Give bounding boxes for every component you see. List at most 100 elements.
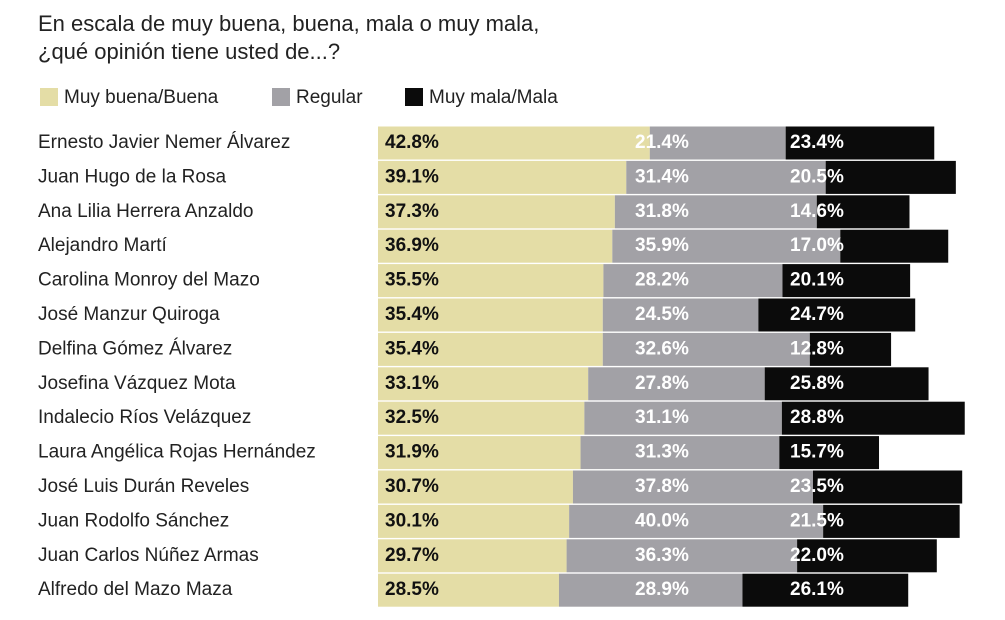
value-label: 36.9% <box>385 235 439 256</box>
value-label: 35.9% <box>635 235 689 256</box>
legend-swatch <box>40 88 58 106</box>
value-label: 21.4% <box>635 132 689 153</box>
value-label: 28.8% <box>790 407 844 428</box>
bar-segment <box>572 470 813 504</box>
bar-segment <box>823 504 960 538</box>
value-label: 35.4% <box>385 338 439 359</box>
bar-segment <box>603 264 783 298</box>
bar-segment <box>602 298 759 332</box>
bar-segment <box>649 126 786 160</box>
category-label: José Luis Durán Reveles <box>38 476 249 497</box>
bar-segment <box>378 126 650 160</box>
value-label: 31.8% <box>635 201 689 222</box>
bar-segment <box>378 195 615 229</box>
value-label: 12.8% <box>790 338 844 359</box>
bar-segment <box>378 160 627 194</box>
value-label: 24.5% <box>635 304 689 325</box>
bar-segment <box>602 332 810 366</box>
category-label: Alejandro Martí <box>38 235 168 256</box>
value-label: 31.1% <box>635 407 689 428</box>
value-label: 20.5% <box>790 166 844 187</box>
bar-segment <box>779 436 880 470</box>
bar-segment <box>580 436 780 470</box>
value-label: 28.2% <box>635 270 689 291</box>
category-label: Juan Carlos Núñez Armas <box>38 545 259 566</box>
value-label: 35.5% <box>385 270 439 291</box>
bar-segment <box>742 573 909 607</box>
value-label: 28.5% <box>385 579 439 600</box>
value-label: 15.7% <box>790 442 844 463</box>
bar-segment <box>378 573 559 607</box>
category-label: Josefina Vázquez Mota <box>38 373 236 394</box>
value-label: 24.7% <box>790 304 844 325</box>
bar-segment <box>614 195 817 229</box>
bar-segment <box>569 504 824 538</box>
value-label: 31.4% <box>635 166 689 187</box>
bar-segment <box>781 401 965 435</box>
value-label: 30.1% <box>385 510 439 531</box>
bar-segment <box>378 539 567 573</box>
category-label: Alfredo del Mazo Maza <box>38 579 233 600</box>
bar-segment <box>378 367 589 401</box>
bar-segment <box>809 332 892 366</box>
category-label: Juan Hugo de la Rosa <box>38 166 226 187</box>
category-label: José Manzur Quiroga <box>38 304 220 325</box>
value-label: 23.5% <box>790 476 844 497</box>
value-label: 26.1% <box>790 579 844 600</box>
value-label: 25.8% <box>790 373 844 394</box>
value-label: 37.8% <box>635 476 689 497</box>
bar-segment <box>588 367 765 401</box>
value-label: 29.7% <box>385 545 439 566</box>
bar-segment <box>378 401 585 435</box>
bar-segment <box>764 367 929 401</box>
category-label: Ernesto Javier Nemer Álvarez <box>38 132 290 153</box>
value-label: 14.6% <box>790 201 844 222</box>
bar-segment <box>612 229 841 263</box>
category-label: Ana Lilia Herrera Anzaldo <box>38 201 253 222</box>
value-label: 30.7% <box>385 476 439 497</box>
value-label: 42.8% <box>385 132 439 153</box>
value-label: 20.1% <box>790 270 844 291</box>
value-label: 37.3% <box>385 201 439 222</box>
value-label: 36.3% <box>635 545 689 566</box>
category-label: Carolina Monroy del Mazo <box>38 270 260 291</box>
value-label: 32.6% <box>635 338 689 359</box>
bar-segment <box>816 195 910 229</box>
value-label: 32.5% <box>385 407 439 428</box>
bar-segment <box>378 470 573 504</box>
value-label: 39.1% <box>385 166 439 187</box>
category-label: Laura Angélica Rojas Hernández <box>38 442 316 463</box>
legend-swatch <box>272 88 290 106</box>
bar-segment <box>758 298 916 332</box>
category-label: Juan Rodolfo Sánchez <box>38 510 229 531</box>
bar-segment <box>378 298 603 332</box>
category-label: Delfina Gómez Álvarez <box>38 338 232 359</box>
bar-segment <box>626 160 826 194</box>
bar-segment <box>566 539 798 573</box>
bar-segment <box>378 504 570 538</box>
chart-title: En escala de muy buena, buena, mala o mu… <box>38 11 540 64</box>
legend-label: Regular <box>296 87 363 108</box>
bar-segment <box>378 332 603 366</box>
bar-segment <box>840 229 949 263</box>
value-label: 27.8% <box>635 373 689 394</box>
bar-segment <box>378 436 581 470</box>
value-label: 23.4% <box>790 132 844 153</box>
bar-segment <box>558 573 743 607</box>
bar-segment <box>785 126 935 160</box>
bar-segment <box>797 539 937 573</box>
value-label: 40.0% <box>635 510 689 531</box>
category-label: Indalecio Ríos Velázquez <box>38 407 251 428</box>
bar-segment <box>584 401 782 435</box>
bar-segment <box>378 264 604 298</box>
bar-segment <box>812 470 963 504</box>
bar-segment <box>378 229 613 263</box>
value-label: 22.0% <box>790 545 844 566</box>
value-label: 33.1% <box>385 373 439 394</box>
bar-segment <box>825 160 956 194</box>
value-label: 31.9% <box>385 442 439 463</box>
legend-label: Muy mala/Mala <box>429 87 558 108</box>
value-label: 21.5% <box>790 510 844 531</box>
